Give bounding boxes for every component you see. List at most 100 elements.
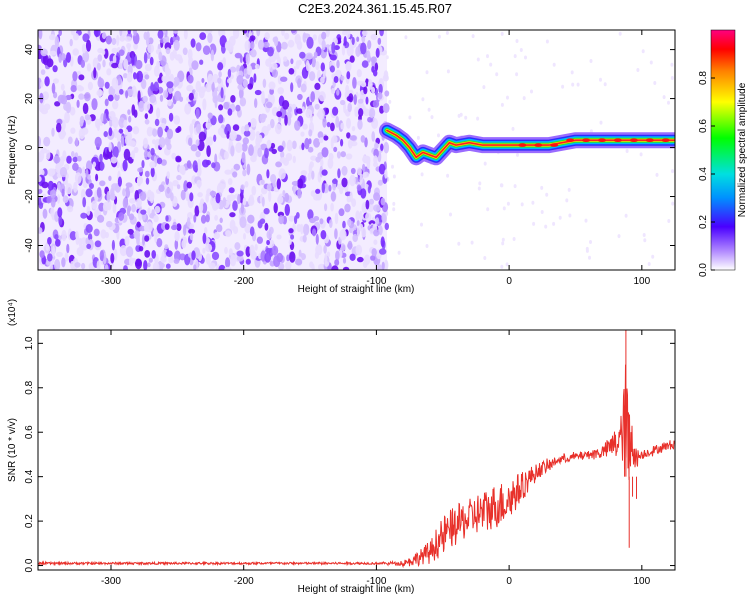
noise-blob <box>261 196 265 207</box>
noise-blob <box>292 140 297 150</box>
noise-blob <box>348 93 354 103</box>
faint-blob <box>568 213 572 218</box>
noise-blob <box>242 79 248 88</box>
noise-blob <box>264 222 269 231</box>
noise-blob <box>311 170 315 180</box>
noise-blob <box>317 131 324 139</box>
noise-blob <box>230 95 236 103</box>
noise-blob <box>283 56 288 62</box>
noise-blob <box>205 82 212 93</box>
noise-blob <box>288 239 292 245</box>
noise-blob <box>176 174 182 181</box>
noise-blob <box>212 73 219 84</box>
faint-blob <box>425 70 429 75</box>
noise-blob <box>268 81 276 90</box>
noise-blob <box>149 56 154 66</box>
faint-blob <box>471 34 475 39</box>
noise-blob <box>205 253 211 265</box>
noise-blob <box>146 221 153 233</box>
faint-blob <box>585 248 589 253</box>
noise-blob <box>58 53 62 63</box>
noise-blob <box>247 83 253 90</box>
faint-blob <box>571 82 575 87</box>
x-tick-label: -300 <box>101 276 121 287</box>
noise-blob <box>195 80 202 93</box>
noise-blob <box>198 131 207 142</box>
noise-blob <box>261 90 265 103</box>
noise-blob <box>59 166 68 178</box>
noise-blob <box>250 117 257 128</box>
noise-blob <box>305 60 310 72</box>
noise-blob <box>80 188 86 200</box>
faint-blob <box>513 54 517 59</box>
noise-blob <box>156 238 163 248</box>
noise-blob <box>340 138 344 147</box>
noise-blob <box>256 30 261 37</box>
noise-blob <box>244 181 249 188</box>
noise-blob <box>314 103 320 110</box>
noise-blob <box>218 264 226 270</box>
noise-blob <box>164 244 169 250</box>
x-tick-label: 100 <box>633 276 650 287</box>
noise-blob <box>384 222 389 231</box>
noise-blob <box>381 213 387 222</box>
noise-blob <box>61 229 67 242</box>
noise-blob <box>64 252 69 262</box>
trace-peak <box>613 138 622 142</box>
noise-blob <box>260 113 268 120</box>
noise-blob <box>277 87 285 95</box>
noise-blob <box>96 89 104 97</box>
noise-blob <box>173 79 178 88</box>
noise-blob <box>124 134 132 146</box>
noise-blob <box>218 30 223 37</box>
y-tick-label: -40 <box>24 238 35 253</box>
noise-blob <box>178 165 186 174</box>
noise-blob <box>333 76 339 83</box>
noise-blob <box>66 155 72 164</box>
noise-blob <box>219 148 225 157</box>
noise-blob <box>136 70 143 83</box>
noise-blob <box>187 74 194 84</box>
noise-blob <box>58 30 62 36</box>
noise-blob <box>333 146 338 153</box>
noise-blob <box>324 203 328 212</box>
noise-blob <box>47 253 53 262</box>
noise-blob <box>240 125 245 135</box>
noise-blob <box>97 54 103 62</box>
noise-blob <box>271 245 279 256</box>
noise-blob <box>359 223 364 232</box>
noise-blob <box>278 168 286 180</box>
noise-blob <box>331 265 339 270</box>
noise-blob <box>254 98 258 109</box>
noise-blob <box>39 169 45 176</box>
noise-blob <box>360 81 367 88</box>
faint-blob <box>520 202 524 207</box>
trace-peak <box>550 143 559 147</box>
noise-blob <box>315 188 321 194</box>
noise-blob <box>112 100 119 110</box>
noise-blob <box>74 172 82 185</box>
faint-blob <box>589 59 593 63</box>
faint-blob <box>561 84 565 89</box>
noise-blob <box>288 228 294 234</box>
noise-blob <box>313 138 321 148</box>
noise-blob <box>294 33 301 45</box>
faint-blob <box>531 200 535 205</box>
noise-blob <box>257 134 263 143</box>
noise-blob <box>120 135 125 148</box>
noise-blob <box>147 43 155 54</box>
noise-blob <box>207 112 213 119</box>
trace-peak <box>582 138 591 142</box>
noise-blob <box>225 230 232 238</box>
noise-blob <box>199 59 204 65</box>
noise-blob <box>123 58 129 70</box>
colorbar-ticks: 0.0 0.2 0.4 0.6 0.8 <box>698 71 715 277</box>
noise-blob <box>157 30 164 39</box>
noise-blob <box>372 100 380 108</box>
noise-blob <box>124 186 131 198</box>
noise-blob <box>228 35 236 47</box>
noise-blob <box>65 101 72 114</box>
faint-blob <box>430 115 434 120</box>
noise-blob <box>195 108 200 119</box>
noise-blob <box>177 126 182 133</box>
